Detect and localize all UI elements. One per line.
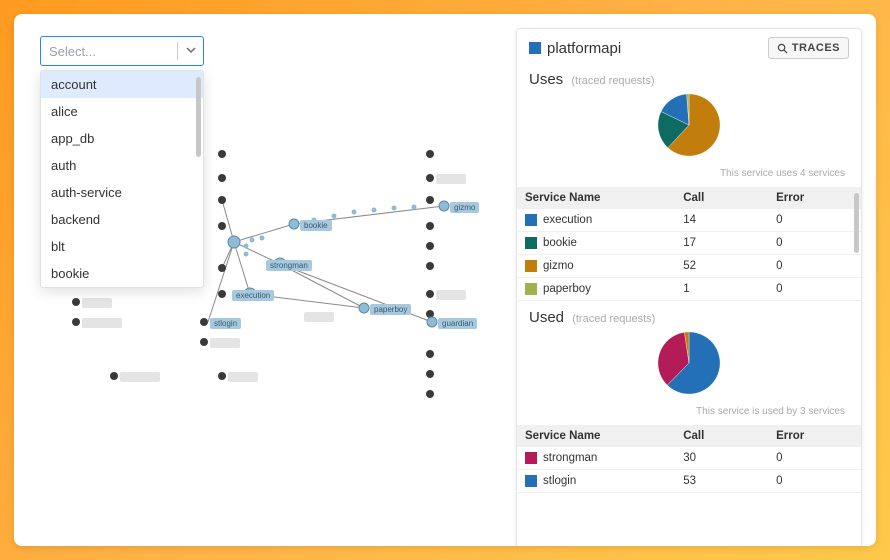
row-service-name: bookie xyxy=(543,237,577,249)
row-service-name: stlogin xyxy=(543,475,576,487)
uses-table: Service NameCallErrorexecution140bookie1… xyxy=(517,187,861,301)
graph-node-label[interactable]: strongman xyxy=(266,260,312,271)
service-color-swatch xyxy=(529,42,541,54)
uses-table-scrollbar[interactable] xyxy=(854,193,859,253)
table-header[interactable]: Service Name xyxy=(517,187,675,209)
service-detail-panel: platformapi TRACES Uses (traced requests… xyxy=(516,28,862,546)
main-panel: Select... accountaliceapp_dbauthauth-ser… xyxy=(14,14,876,546)
graph-node-label xyxy=(82,318,122,328)
row-color-swatch xyxy=(525,237,537,249)
dropdown-option[interactable]: backend xyxy=(41,206,203,233)
used-pie-chart xyxy=(644,326,734,400)
dropdown-scrollbar[interactable] xyxy=(196,77,201,157)
graph-node-label[interactable]: stlogin xyxy=(210,318,241,329)
row-error: 0 xyxy=(768,447,861,470)
table-header[interactable]: Error xyxy=(768,425,861,447)
used-table: Service NameCallErrorstrongman300stlogin… xyxy=(517,425,861,493)
table-header[interactable]: Service Name xyxy=(517,425,675,447)
row-color-swatch xyxy=(525,260,537,272)
traces-button[interactable]: TRACES xyxy=(768,37,849,59)
graph-node-label[interactable]: gizmo xyxy=(450,202,479,213)
dropdown-option[interactable]: app_db xyxy=(41,125,203,152)
table-header[interactable]: Call xyxy=(675,187,768,209)
row-color-swatch xyxy=(525,452,537,464)
dropdown-option[interactable]: blt xyxy=(41,233,203,260)
dropdown-option[interactable]: alice xyxy=(41,98,203,125)
used-section: Used (traced requests) This service is u… xyxy=(517,305,861,425)
graph-node-label xyxy=(436,290,466,300)
row-service-name: strongman xyxy=(543,452,597,464)
table-row[interactable]: paperboy 10 xyxy=(517,278,861,301)
service-title: platformapi xyxy=(529,40,621,57)
dropdown-option[interactable]: account xyxy=(41,71,203,98)
table-header[interactable]: Call xyxy=(675,425,768,447)
uses-pie-chart xyxy=(644,88,734,162)
graph-node-label xyxy=(228,372,258,382)
table-row[interactable]: strongman 300 xyxy=(517,447,861,470)
row-error: 0 xyxy=(768,470,861,493)
row-call: 30 xyxy=(675,447,768,470)
used-table-wrap: Service NameCallErrorstrongman300stlogin… xyxy=(517,425,861,493)
row-color-swatch xyxy=(525,214,537,226)
row-call: 14 xyxy=(675,209,768,232)
dropdown-option[interactable]: bookie xyxy=(41,260,203,287)
table-row[interactable]: gizmo 520 xyxy=(517,255,861,278)
row-error: 0 xyxy=(768,278,861,301)
graph-node-label xyxy=(304,312,334,322)
graph-node-label xyxy=(120,372,160,382)
uses-table-wrap: Service NameCallErrorexecution140bookie1… xyxy=(517,187,861,301)
select-dropdown: accountaliceapp_dbauthauth-servicebacken… xyxy=(40,70,204,288)
graph-node-label xyxy=(436,174,466,184)
graph-node-label[interactable]: execution xyxy=(232,290,274,301)
select-box[interactable]: Select... xyxy=(40,36,204,66)
service-select[interactable]: Select... accountaliceapp_dbauthauth-ser… xyxy=(40,36,204,66)
chevron-down-icon[interactable] xyxy=(177,42,195,60)
dropdown-option[interactable]: auth-service xyxy=(41,179,203,206)
row-call: 52 xyxy=(675,255,768,278)
used-heading: Used (traced requests) xyxy=(529,309,849,326)
row-service-name: execution xyxy=(543,214,592,226)
search-icon xyxy=(777,43,788,54)
graph-node-label[interactable]: bookie xyxy=(300,220,332,231)
uses-heading: Uses (traced requests) xyxy=(529,71,849,88)
dropdown-option[interactable]: auth xyxy=(41,152,203,179)
select-placeholder: Select... xyxy=(49,44,96,59)
graph-node-label xyxy=(210,338,240,348)
row-color-swatch xyxy=(525,475,537,487)
uses-note: This service uses 4 services xyxy=(720,168,849,179)
uses-section: Uses (traced requests) This service uses… xyxy=(517,67,861,187)
row-call: 17 xyxy=(675,232,768,255)
used-note: This service is used by 3 services xyxy=(696,406,849,417)
table-header[interactable]: Error xyxy=(768,187,861,209)
graph-node-label[interactable]: guardian xyxy=(438,318,477,329)
graph-node-label xyxy=(82,298,112,308)
graph-node-label[interactable]: paperboy xyxy=(370,304,411,315)
table-row[interactable]: bookie 170 xyxy=(517,232,861,255)
row-service-name: gizmo xyxy=(543,260,574,272)
row-call: 1 xyxy=(675,278,768,301)
table-row[interactable]: execution 140 xyxy=(517,209,861,232)
row-error: 0 xyxy=(768,232,861,255)
table-row[interactable]: stlogin 530 xyxy=(517,470,861,493)
row-error: 0 xyxy=(768,255,861,278)
row-call: 53 xyxy=(675,470,768,493)
row-color-swatch xyxy=(525,283,537,295)
row-error: 0 xyxy=(768,209,861,232)
row-service-name: paperboy xyxy=(543,283,591,295)
